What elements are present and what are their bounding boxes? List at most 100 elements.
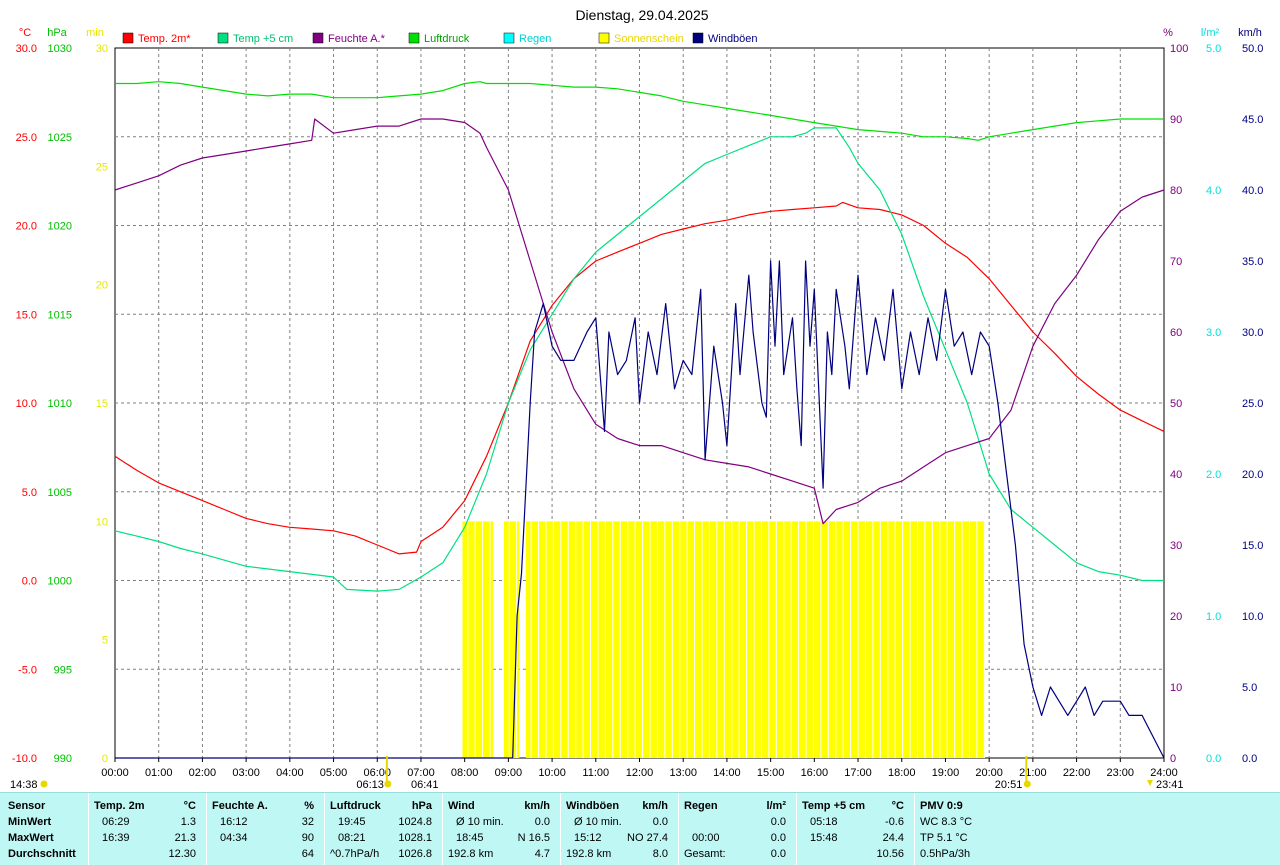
x-tick-label: 15:00 (757, 767, 785, 779)
tick-label-humidity: 100 (1170, 43, 1188, 55)
axes: 30.025.020.015.010.05.00.0-5.0-10.0°C103… (12, 27, 1264, 779)
tick-label-wind: 45.0 (1242, 114, 1263, 126)
stats-avg-value: 10.56 (876, 848, 904, 860)
axis-unit-humidity: % (1163, 27, 1173, 39)
column-separator (560, 793, 561, 865)
pmv-title: PMV 0:9 (920, 800, 963, 812)
stats-column-unit: °C (183, 800, 196, 812)
tick-label-pressure: 995 (54, 664, 72, 676)
stats-column: Regen l/m² 0.0 00:00 0.0 Gesamt: 0.0 (680, 793, 792, 865)
series-line-luftdruck (115, 81, 1164, 141)
x-tick-label: 16:00 (801, 767, 829, 779)
stats-max-time: 18:45 (456, 832, 484, 844)
tick-label-pressure: 1015 (48, 309, 72, 321)
legend-label: Feuchte A.* (328, 33, 386, 45)
tick-label-humidity: 0 (1170, 753, 1176, 765)
tick-label-wind: 5.0 (1242, 682, 1257, 694)
stats-column-unit: °C (891, 800, 904, 812)
stats-column: Wind km/h Ø 10 min. 0.0 18:45 N 16.5 192.8 km 4… (444, 793, 556, 865)
moon-icon (1147, 780, 1154, 786)
x-tick-label: 06:00 (363, 767, 391, 779)
marker-left-time: 14:38 (10, 779, 38, 791)
pmv-wc: WC 8.3 °C (920, 816, 973, 828)
row-label-min: MinWert (8, 816, 52, 828)
series-lines (114, 81, 1165, 759)
tick-label-humidity: 90 (1170, 114, 1182, 126)
legend-swatch (312, 32, 324, 44)
stats-min-time: 05:18 (810, 816, 838, 828)
x-tick-label: 09:00 (495, 767, 523, 779)
stats-min-time: 19:45 (338, 816, 366, 828)
stats-column-title: Windböen (566, 800, 620, 812)
x-tick-label: 03:00 (232, 767, 260, 779)
tick-label-humidity: 70 (1170, 256, 1182, 268)
row-label-max: MaxWert (8, 832, 54, 844)
tick-label-wind: 10.0 (1242, 611, 1263, 623)
tick-label-wind: 35.0 (1242, 256, 1263, 268)
axis-unit-temp: °C (19, 27, 31, 39)
tick-label-pressure: 1010 (48, 398, 72, 410)
stats-min-time: 16:12 (220, 816, 248, 828)
tick-label-rain: 0.0 (1206, 753, 1221, 765)
x-tick-label: 19:00 (932, 767, 960, 779)
stats-max-value: NO 27.4 (627, 832, 668, 844)
tick-label-rain: 1.0 (1206, 611, 1221, 623)
stats-max-time: 15:12 (574, 832, 602, 844)
sunshine-bar (462, 521, 494, 758)
legend-swatch (217, 32, 229, 44)
stats-max-time: 00:00 (692, 832, 720, 844)
tick-label-humidity: 10 (1170, 682, 1182, 694)
stats-avg-value: 8.0 (652, 848, 668, 860)
tick-label-humidity: 50 (1170, 398, 1182, 410)
x-tick-label: 14:00 (713, 767, 741, 779)
stats-max-value: 21.3 (174, 832, 196, 844)
column-separator (442, 793, 443, 865)
sunset-icon (1023, 780, 1031, 788)
x-tick-label: 22:00 (1063, 767, 1091, 779)
tick-label-pressure: 1025 (48, 132, 72, 144)
tick-label-sunshine_min: 20 (96, 280, 108, 292)
stats-min-time: 06:29 (102, 816, 130, 828)
column-separator (206, 793, 207, 865)
x-tick-label: 24:00 (1150, 767, 1178, 779)
stats-column: Temp. 2m °C 06:29 1.3 16:39 21.3 12.30 (90, 793, 202, 865)
marker-sunrise: 06:13 (356, 779, 384, 791)
stats-min-value: 1024.8 (398, 816, 432, 828)
stats-column-unit: hPa (411, 800, 432, 812)
sun-icon (40, 780, 48, 788)
legend-label: Temp. 2m* (138, 33, 191, 45)
x-tick-label: 08:00 (451, 767, 479, 779)
legend-label: Windböen (708, 33, 758, 45)
x-tick-label: 18:00 (888, 767, 916, 779)
x-tick-label: 13:00 (669, 767, 697, 779)
stats-column-title: Luftdruck (330, 800, 381, 812)
stats-min-value: 1.3 (180, 816, 196, 828)
series-line-temp-2m- (114, 201, 1165, 555)
stats-column: Luftdruck hPa 19:45 1024.8 08:21 1028.1 ^0.7hP… (326, 793, 438, 865)
stats-avg-label: 192.8 km (566, 848, 612, 860)
x-tick-label: 20:00 (975, 767, 1003, 779)
tick-label-temp: 30.0 (16, 43, 37, 55)
x-tick-label: 17:00 (844, 767, 872, 779)
tick-label-humidity: 80 (1170, 185, 1182, 197)
row-label-avg: Durchschnitt (8, 848, 76, 860)
tick-label-wind: 40.0 (1242, 185, 1263, 197)
stats-max-value: N 16.5 (517, 832, 550, 844)
tick-label-wind: 50.0 (1242, 43, 1263, 55)
column-separator (324, 793, 325, 865)
row-label-sensor: Sensor (8, 800, 46, 812)
time-markers: 14:38 06:13 06:41 20:51 23:41 (10, 756, 1184, 791)
tick-label-humidity: 20 (1170, 611, 1182, 623)
tick-label-sunshine_min: 25 (96, 161, 108, 173)
tick-label-temp: 10.0 (16, 398, 37, 410)
column-separator (914, 793, 915, 865)
x-tick-label: 23:00 (1107, 767, 1135, 779)
tick-label-wind: 20.0 (1242, 469, 1263, 481)
stats-column: Feuchte A.% 16:12 32 04:34 90 64 (208, 793, 320, 865)
x-tick-label: 21:00 (1019, 767, 1047, 779)
marker-sunset: 20:51 (995, 779, 1023, 791)
stats-column-title: Temp. 2m (94, 800, 145, 812)
legend-swatch (598, 32, 610, 44)
legend: Temp. 2m* Temp +5 cm Feuchte A.* Luftdruck R… (122, 32, 758, 45)
stats-column: Temp +5 cm °C 05:18 -0.6 15:48 24.4 10.56 (798, 793, 910, 865)
